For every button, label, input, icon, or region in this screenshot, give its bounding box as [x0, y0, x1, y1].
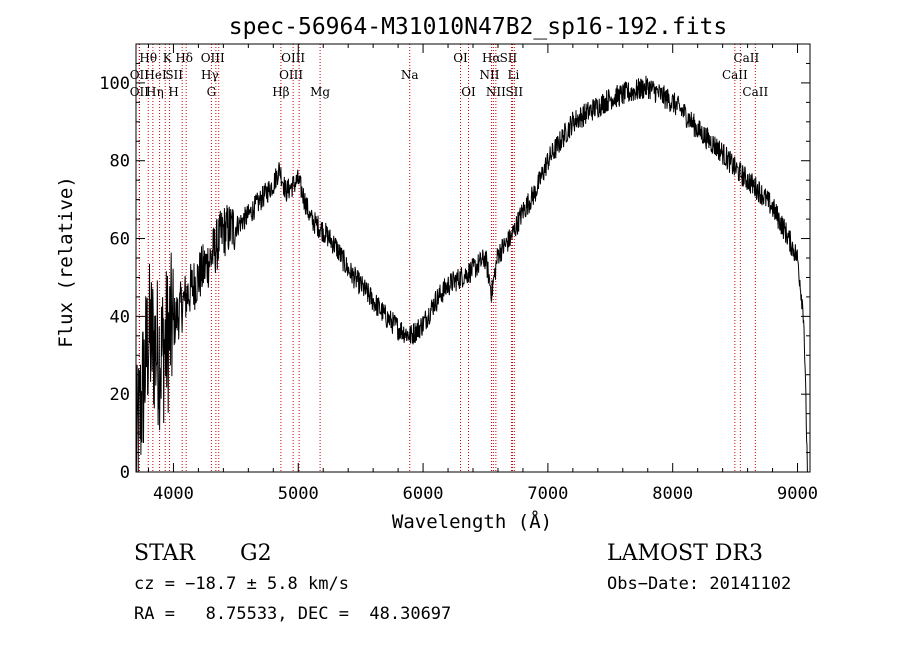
spectral-line-label: SII [165, 68, 183, 82]
spectral-line-label: CaII [722, 68, 748, 82]
y-tick-label: 0 [120, 463, 130, 483]
spectral-line-label: OII [130, 85, 150, 99]
spectral-line-label: OI [453, 51, 468, 65]
spectral-line-label: OIII [281, 51, 305, 65]
survey-name: LAMOST DR3 [607, 541, 763, 566]
y-tick-label: 20 [110, 385, 130, 405]
spectral-line-label: Na [401, 68, 419, 82]
x-tick-label: 5000 [278, 484, 319, 504]
y-axis-ticks: 0 20 40 60 80 100 [99, 62, 810, 483]
spectral-line-label: K [163, 51, 173, 65]
spectral-line-label: SII [505, 85, 523, 99]
chart-title: spec-56964-M31010N47B2_sp16-192.fits [229, 14, 728, 40]
spectral-line-label: OII [130, 68, 150, 82]
x-tick-label: 4000 [153, 484, 194, 504]
coordinates: RA = 8.75533, DEC = 48.30697 [134, 604, 451, 624]
obs-date: Obs−Date: 20141102 [607, 574, 791, 594]
spectral-line-label: CaII [742, 85, 768, 99]
x-axis-ticks: 4000 5000 6000 7000 8000 9000 [147, 44, 818, 504]
spectrum-series [135, 75, 808, 473]
y-tick-label: 100 [99, 74, 130, 94]
y-tick-label: 80 [110, 152, 130, 172]
y-tick-label: 40 [110, 307, 130, 327]
spectral-line-markers [138, 44, 756, 472]
spectral-line-label: NII [486, 85, 506, 99]
spectral-line-label: Mg [310, 85, 330, 99]
spectral-line-label: Hα [482, 51, 501, 65]
spectral-line-label: SII [500, 51, 518, 65]
spectral-line-label: OIII [279, 68, 303, 82]
spectrum-line [135, 75, 808, 473]
plot-frame [135, 43, 811, 473]
spectral-line-label: Hδ [175, 51, 193, 65]
cz-value: cz = −18.7 ± 5.8 km/s [134, 574, 349, 594]
x-tick-label: 8000 [652, 484, 693, 504]
x-tick-label: 9000 [777, 484, 818, 504]
spectral-line-label: Hβ [272, 85, 289, 99]
x-axis-label: Wavelength (Å) [392, 510, 552, 533]
y-axis-label: Flux (relative) [55, 176, 77, 348]
spectral-line-label: HeI [144, 68, 167, 82]
x-tick-label: 6000 [403, 484, 444, 504]
y-tick-label: 60 [110, 230, 130, 250]
spectral-line-label: Hγ [201, 68, 219, 82]
spectral-line-label: CaII [733, 51, 759, 65]
subclass-label: G2 [240, 541, 272, 566]
spectral-line-label: Hη [146, 85, 164, 99]
x-tick-label: 7000 [527, 484, 568, 504]
spectral-line-label: OI [461, 85, 476, 99]
spectral-line-label: Li [508, 68, 520, 82]
spectral-line-label: H [168, 85, 178, 99]
spectral-line-label: G [207, 85, 217, 99]
class-label: STAR [134, 541, 196, 566]
spectral-line-label: OIII [201, 51, 225, 65]
spectral-line-label: Hθ [139, 51, 157, 65]
spectral-line-label: NII [479, 68, 499, 82]
